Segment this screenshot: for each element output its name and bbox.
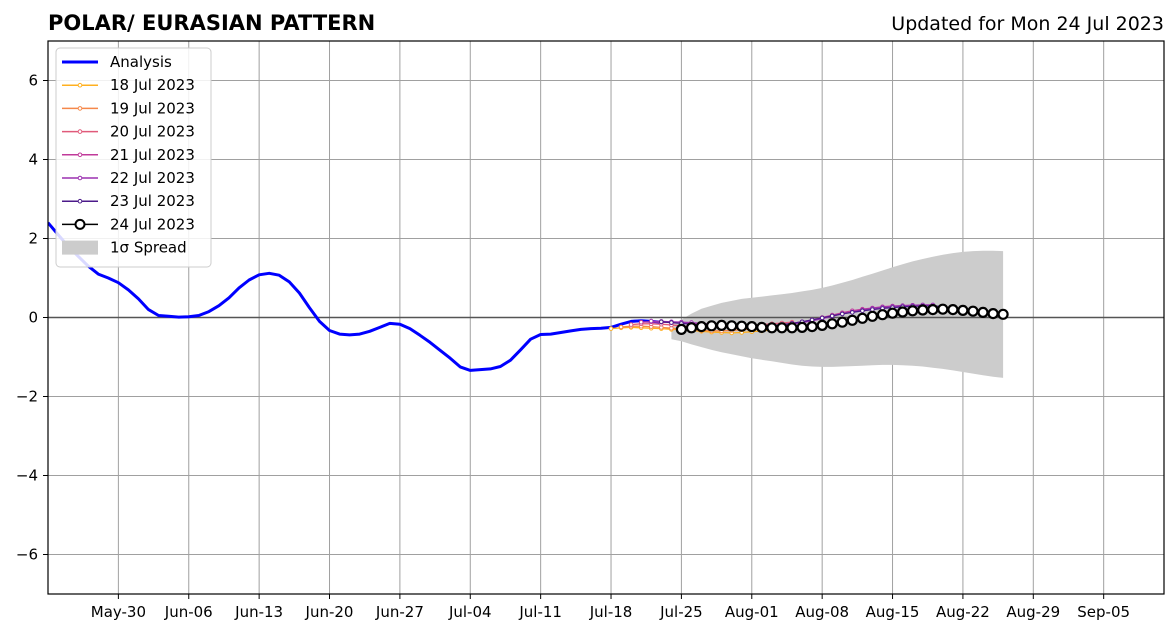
forecast-point	[927, 304, 939, 316]
legend-label: 20 Jul 2023	[110, 123, 195, 141]
x-tick-label: Jul-11	[518, 603, 562, 621]
forecast-point	[685, 322, 698, 334]
legend-label: 24 Jul 2023	[110, 215, 195, 233]
y-tick-label: −2	[16, 388, 38, 406]
x-tick-label: Jun-06	[164, 603, 213, 621]
chart-title: POLAR/ EURASIAN PATTERN	[48, 11, 375, 35]
forecast-point	[726, 320, 738, 332]
forecast-point	[866, 310, 879, 322]
forecast-point	[840, 311, 845, 317]
forecast-point	[806, 321, 818, 333]
forecast-point	[705, 320, 718, 332]
y-tick-label: 6	[28, 72, 38, 90]
legend-marker	[77, 198, 83, 204]
x-tick-label: Jul-25	[659, 603, 703, 621]
forecast-point	[860, 308, 865, 314]
legend-label: 23 Jul 2023	[110, 192, 195, 210]
forecast-point	[819, 315, 825, 321]
forecast-point	[896, 306, 909, 318]
forecast-point	[756, 321, 768, 333]
forecast-point	[947, 304, 959, 316]
legend-label: Analysis	[110, 53, 172, 71]
forecast-point	[638, 319, 644, 325]
legend-marker	[77, 82, 83, 88]
forecast-point	[816, 319, 828, 331]
x-tick-label: May-30	[91, 603, 146, 621]
legend-label: 18 Jul 2023	[110, 76, 195, 94]
x-tick-label: Jun-13	[234, 603, 283, 621]
x-tick-label: Jul-18	[589, 603, 633, 621]
legend-swatch	[62, 240, 98, 255]
legend-label: 21 Jul 2023	[110, 146, 195, 164]
forecast-point	[618, 324, 624, 330]
legend-marker	[77, 175, 83, 181]
y-tick-label: 2	[28, 230, 38, 248]
forecast-point	[987, 308, 999, 320]
forecast-point	[608, 326, 614, 331]
x-tick-label: Jun-20	[305, 603, 354, 621]
forecast-point	[917, 304, 929, 316]
x-tick-label: Aug-01	[725, 603, 779, 621]
forecast-point	[659, 319, 664, 325]
legend-label: 1σ Spread	[110, 239, 187, 257]
analysis-line	[48, 221, 662, 372]
plot-series-group	[48, 221, 1164, 378]
legend-label: 19 Jul 2023	[110, 99, 195, 117]
forecast-point	[886, 307, 899, 319]
forecast-series	[675, 303, 1009, 335]
forecast-point	[786, 322, 798, 334]
legend-box	[55, 47, 212, 268]
forecast-point	[715, 319, 728, 331]
legend-marker	[77, 106, 83, 111]
legend-marker	[77, 152, 83, 158]
forecast-point	[776, 322, 788, 334]
y-tick-label: −6	[16, 546, 38, 564]
forecast-point	[977, 306, 989, 318]
forecast-point	[846, 314, 858, 326]
forecast-point	[937, 303, 949, 315]
forecast-point	[796, 321, 808, 333]
forecast-point	[766, 322, 778, 334]
forecast-point	[856, 312, 869, 324]
legend-marker	[74, 218, 86, 230]
forecast-point	[957, 304, 969, 316]
legend-marker	[77, 129, 83, 134]
x-tick-label: Jul-04	[448, 603, 492, 621]
forecast-point	[746, 321, 758, 333]
forecast-point	[967, 305, 979, 317]
plot-area: May-30 Jun-06 Jun-13 Jun-20 Jun-27 Jul-04 Jul-…	[16, 40, 1165, 621]
forecast-point	[695, 321, 708, 333]
forecast-point	[648, 318, 654, 324]
x-tick-label: Aug-22	[936, 603, 990, 621]
forecast-point	[850, 310, 855, 315]
x-tick-label: Aug-15	[866, 603, 920, 621]
y-tick-label: 0	[28, 309, 38, 327]
legend: Analysis 18 Jul 2023 19 Jul 2023 20 Jul 202…	[55, 47, 212, 268]
legend-label: 22 Jul 2023	[110, 169, 195, 187]
forecast-point	[669, 320, 674, 325]
forecast-point	[736, 320, 748, 332]
y-tick-label: 4	[28, 151, 38, 169]
forecast-point	[876, 309, 889, 321]
forecast-point	[829, 313, 835, 319]
forecast-point	[675, 323, 688, 335]
forecast-point	[906, 305, 919, 317]
x-tick-label: Aug-29	[1006, 603, 1060, 621]
x-tick-label: Jun-27	[375, 603, 424, 621]
forecast-point	[836, 316, 848, 328]
forecast-point	[997, 308, 1009, 320]
x-tick-label: Sep-05	[1077, 603, 1130, 621]
plot-frame	[47, 40, 1165, 595]
x-tick-label: Aug-08	[795, 603, 849, 621]
forecast-point	[628, 322, 634, 327]
forecast-point	[826, 318, 838, 330]
chart-subtitle: Updated for Mon 24 Jul 2023	[891, 13, 1164, 35]
y-tick-label: −4	[16, 467, 38, 485]
